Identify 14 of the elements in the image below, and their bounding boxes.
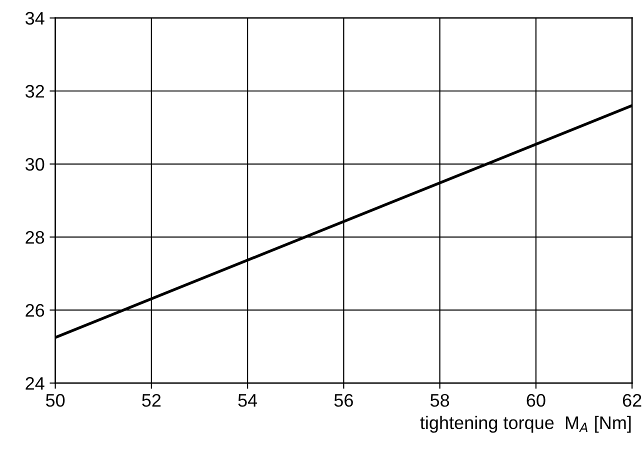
y-tick-label: 24 — [26, 377, 44, 390]
y-tick-label: 32 — [25, 84, 44, 98]
x-tick-label: 56 — [334, 394, 353, 407]
x-tick-label: 50 — [46, 394, 65, 407]
y-tick-label: 26 — [26, 304, 44, 317]
x-tick-label: 60 — [526, 394, 546, 407]
y-tick-label: 30 — [25, 158, 44, 171]
x-tick-label: 58 — [430, 394, 450, 407]
y-tick-label: 28 — [26, 230, 44, 244]
x-tick-label: 52 — [142, 394, 161, 407]
x-tick-label: 54 — [238, 394, 258, 407]
x-axis-title: tightening torque M$_{A}$ [Nm] — [420, 416, 631, 433]
x-tick-label: 62 — [622, 394, 642, 407]
y-tick-label: 34 — [25, 12, 44, 25]
